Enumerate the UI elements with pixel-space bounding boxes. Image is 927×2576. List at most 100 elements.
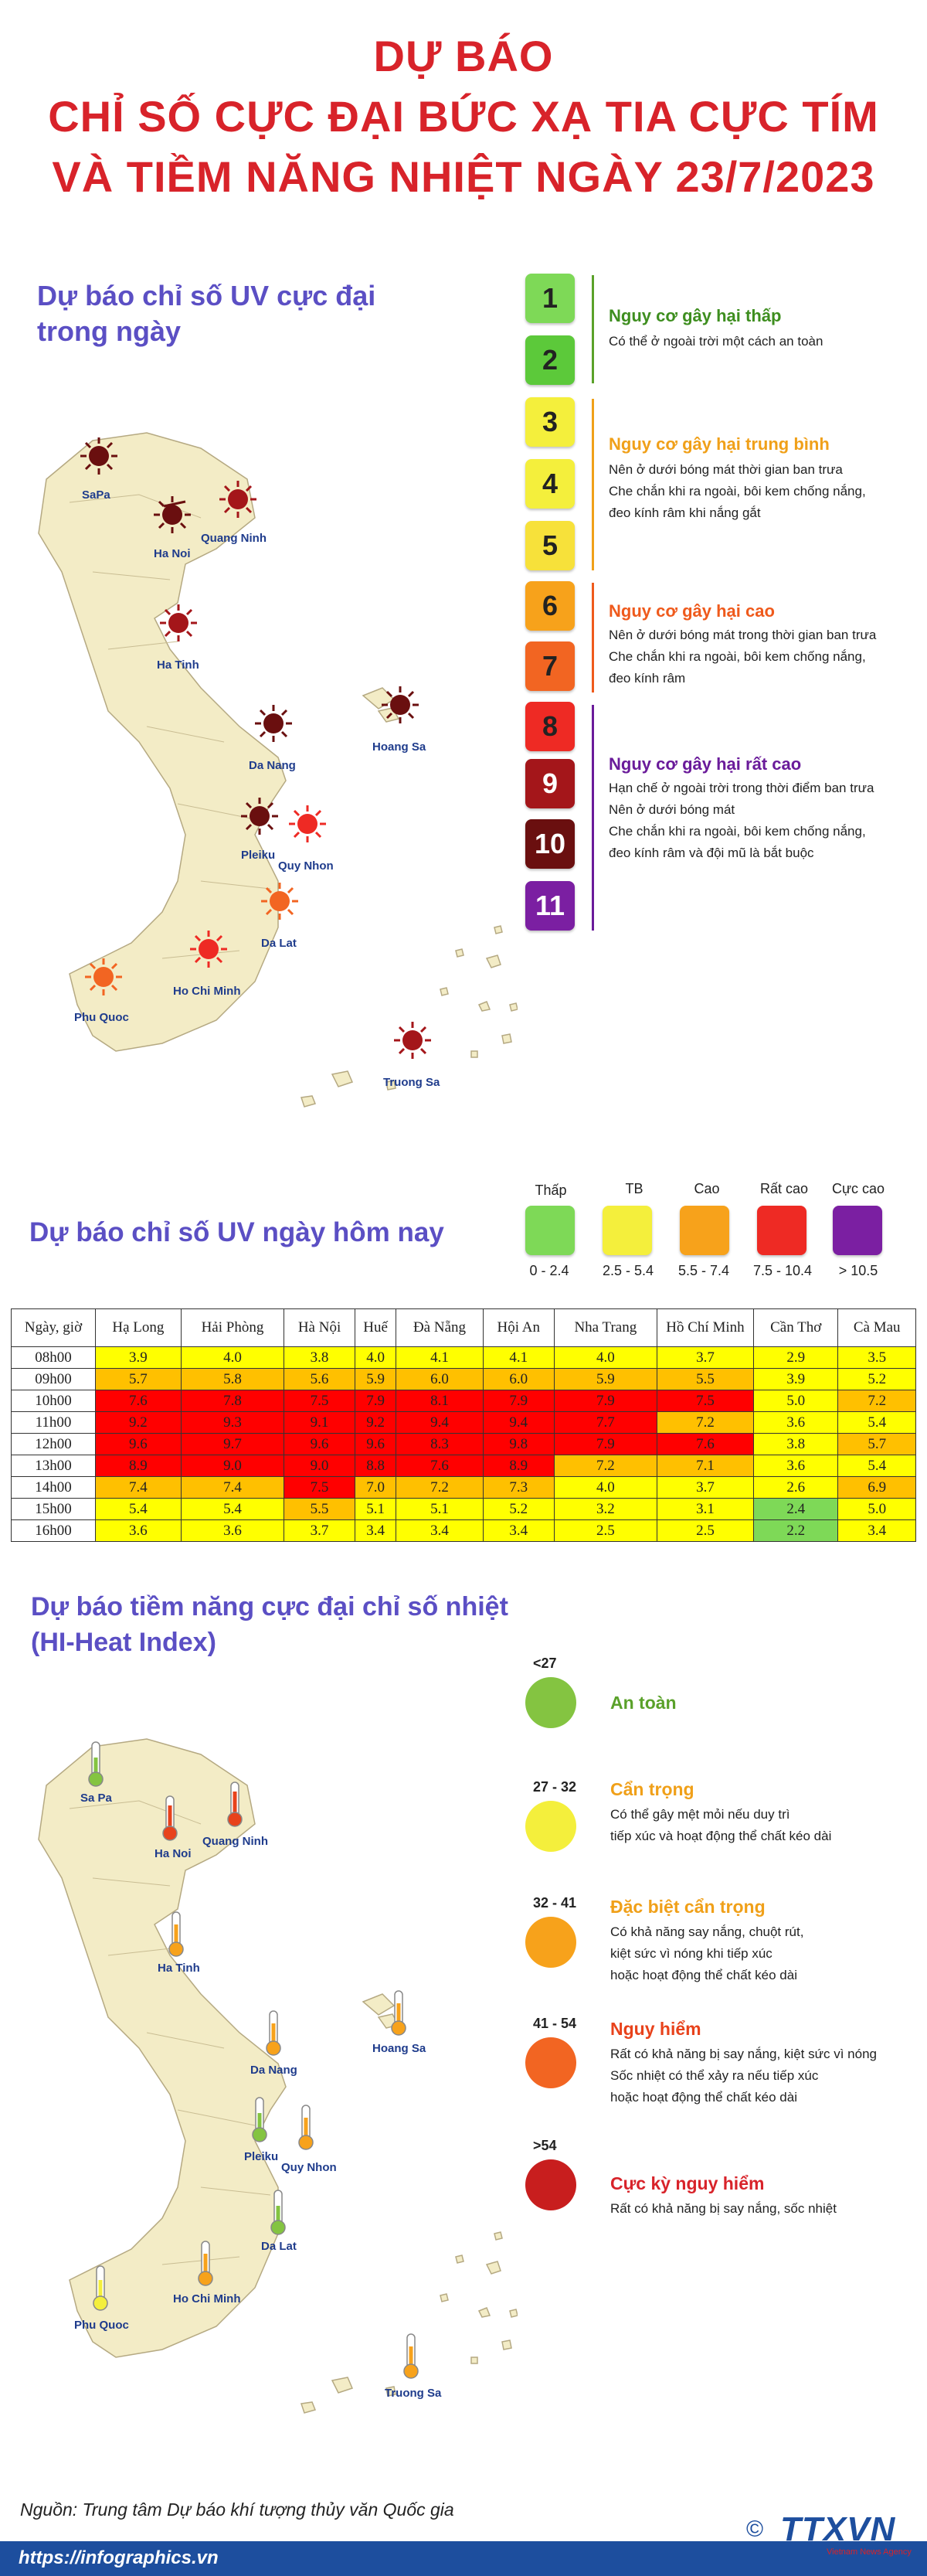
table-cell: 3.6: [752, 1411, 839, 1434]
legend-label: TB: [625, 1181, 643, 1196]
table-cell: 5.4: [180, 1498, 285, 1520]
table-col-header: Cà Mau: [837, 1308, 916, 1347]
heat-range: <27: [533, 1656, 557, 1671]
thermometer-icon: [270, 2190, 286, 2235]
table-header-row: Ngày, giờ Hạ Long Hải Phòng Hà Nội Huế Đ…: [11, 1308, 916, 1347]
table-col-header: Huế: [354, 1308, 397, 1347]
table-cell: 3.9: [95, 1346, 182, 1369]
thermometer-icon: [403, 2333, 419, 2379]
website-link[interactable]: https://infographics.vn: [19, 2547, 219, 2568]
sun-icon: [160, 604, 197, 641]
table-row: 08h00 3.9 4.0 3.8 4.0 4.1 4.1 4.0 3.7 2.9 3.5: [11, 1346, 916, 1369]
table-cell: 3.4: [396, 1519, 484, 1542]
risk-desc-line: Nên ở dưới bóng mát: [609, 802, 735, 817]
table-cell: 9.2: [354, 1411, 397, 1434]
city-label: Quy Nhon: [278, 859, 334, 873]
table-cell: 3.9: [752, 1368, 839, 1390]
uv-level-2: 2: [525, 335, 575, 385]
table-cell: 2.5: [656, 1519, 754, 1542]
table-cell: 5.1: [354, 1498, 397, 1520]
heat-circle-danger: [525, 2037, 576, 2088]
city-label: Pleiku: [244, 2150, 279, 2163]
table-cell: 3.4: [482, 1519, 555, 1542]
risk-desc-line: Nên ở dưới bóng mát thời gian ban trưa: [609, 462, 843, 477]
risk-desc-line: Hạn chế ở ngoài trời trong thời điểm ban…: [609, 781, 874, 795]
risk-heading-low: Nguy cơ gây hại thấp: [609, 306, 782, 325]
city-label: Ha Tinh: [157, 658, 199, 672]
copyright-icon: ©: [746, 2516, 764, 2542]
table-cell: 7.2: [553, 1455, 657, 1477]
uv-level-11: 11: [525, 881, 575, 931]
bracket-very-high: [592, 705, 594, 931]
sun-icon: [219, 481, 256, 518]
table-cell: 7.3: [482, 1476, 555, 1499]
city-label: Da Nang: [249, 759, 296, 772]
ttxvn-logo: TTXVN: [780, 2510, 896, 2548]
table-cell: 5.7: [95, 1368, 182, 1390]
table-cell: 7.2: [396, 1476, 484, 1499]
table-cell: 7.9: [553, 1390, 657, 1412]
heat-circle-extreme-caution: [525, 1917, 576, 1968]
heat-desc-line: tiếp xúc và hoạt động thể chất kéo dài: [610, 1829, 832, 1843]
table-cell: 8.3: [396, 1433, 484, 1455]
table-cell: 9.8: [482, 1433, 555, 1455]
city-label: Hoang Sa: [372, 2042, 426, 2055]
bracket-medium: [592, 399, 594, 570]
city-label: Ho Chi Minh: [173, 985, 241, 998]
table-cell: 9.3: [180, 1411, 285, 1434]
city-label: Ho Chi Minh: [173, 2292, 241, 2305]
table-cell: 5.5: [656, 1368, 754, 1390]
vietnam-map-uv: [38, 432, 518, 1108]
table-col-header: Hồ Chí Minh: [656, 1308, 754, 1347]
risk-heading-very-high: Nguy cơ gây hại rất cao: [609, 754, 802, 774]
table-col-header: Cần Thơ: [752, 1308, 839, 1347]
city-label: Ha Noi: [154, 1847, 192, 1860]
table-corner: Ngày, giờ: [11, 1308, 96, 1347]
table-cell: 3.8: [284, 1346, 355, 1369]
uv-map-title: Dự báo chỉ số UV cực đại trong ngày: [37, 278, 375, 349]
table-cell: 9.4: [482, 1411, 555, 1434]
heat-heading: Nguy hiểm: [610, 2019, 701, 2039]
city-label: Hoang Sa: [372, 740, 426, 754]
table-cell: 9.7: [180, 1433, 285, 1455]
uv-level-9: 9: [525, 759, 575, 808]
table-cell: 4.1: [482, 1346, 555, 1369]
table-cell: 7.6: [396, 1455, 484, 1477]
table-cell: 5.7: [837, 1433, 916, 1455]
table-row: 14h00 7.4 7.4 7.5 7.0 7.2 7.3 4.0 3.7 2.6 6.9: [11, 1476, 916, 1499]
table-cell: 3.4: [354, 1519, 397, 1542]
sun-icon: [85, 958, 122, 995]
table-col-header: Hội An: [482, 1308, 555, 1347]
table-cell: 9.4: [396, 1411, 484, 1434]
table-cell: 3.6: [180, 1519, 285, 1542]
city-label: Phu Quoc: [74, 1011, 129, 1024]
table-cell: 7.7: [553, 1411, 657, 1434]
table-cell: 2.4: [752, 1498, 839, 1520]
footer-bar: [0, 2541, 927, 2576]
thermometer-icon: [198, 2241, 213, 2286]
heat-range: >54: [533, 2138, 557, 2153]
risk-desc-medium: Nên ở dưới bóng mát thời gian ban trưa C…: [609, 459, 918, 524]
city-label: Pleiku: [241, 849, 276, 862]
title-line-2: CHỈ SỐ CỰC ĐẠI BỨC XẠ TIA CỰC TÍM: [48, 92, 879, 141]
table-time-cell: 14h00: [11, 1476, 96, 1499]
risk-heading-medium: Nguy cơ gây hại trung bình: [609, 434, 830, 454]
table-cell: 7.1: [656, 1455, 754, 1477]
uv-level-8: 8: [525, 702, 575, 751]
sun-icon: [382, 686, 419, 723]
heat-desc: Có khả năng say nắng, chuột rút, kiệt sứ…: [610, 1921, 919, 1986]
bracket-high: [592, 583, 594, 692]
table-cell: 6.0: [396, 1368, 484, 1390]
sun-icon: [190, 931, 227, 968]
legend-swatch-extreme: [833, 1206, 882, 1255]
table-cell: 7.2: [656, 1411, 754, 1434]
thermometer-icon: [252, 2097, 267, 2142]
table-row: 16h00 3.6 3.6 3.7 3.4 3.4 3.4 2.5 2.5 2.2 3.4: [11, 1519, 916, 1542]
sun-icon: [289, 805, 326, 842]
table-time-cell: 15h00: [11, 1498, 96, 1520]
city-label: Truong Sa: [383, 1076, 440, 1089]
uv-map-title-line1: Dự báo chỉ số UV cực đại: [37, 280, 376, 311]
city-label: Phu Quoc: [74, 2319, 129, 2332]
risk-heading-high: Nguy cơ gây hại cao: [609, 601, 775, 621]
risk-desc-low: Có thể ở ngoài trời một cách an toàn: [609, 331, 918, 352]
